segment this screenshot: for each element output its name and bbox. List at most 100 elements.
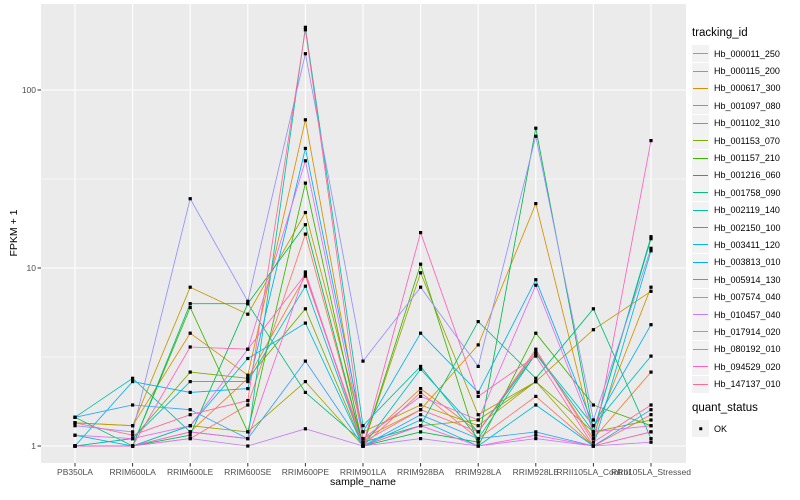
data-point [534, 403, 538, 407]
data-point [649, 424, 653, 428]
legend-item-Hb_003411_120: Hb_003411_120 [692, 236, 781, 254]
data-point [419, 387, 423, 391]
line-key-icon [692, 253, 709, 271]
data-point [188, 302, 192, 306]
line-key-icon [692, 149, 709, 167]
data-point [188, 285, 192, 289]
data-point [649, 323, 653, 327]
x-tick-label-RRIM600LA: RRIM600LA [109, 467, 156, 477]
data-point [534, 376, 538, 380]
data-point [188, 413, 192, 417]
legend-item-Hb_003813_010: Hb_003813_010 [692, 253, 781, 271]
data-point [649, 237, 653, 241]
data-point [361, 437, 365, 441]
data-point [476, 424, 480, 428]
data-point [649, 440, 653, 444]
data-point [476, 418, 480, 422]
data-point [303, 321, 307, 325]
legend-label: Hb_001102_310 [714, 118, 780, 129]
legend-tracking-id-title: tracking_id [692, 27, 748, 39]
legend-items: Hb_000011_250 Hb_000115_200 Hb_000617_300 H… [692, 45, 781, 393]
data-point [188, 424, 192, 428]
data-point [649, 408, 653, 412]
data-point [534, 433, 538, 437]
data-point [246, 399, 250, 403]
data-point [591, 307, 595, 311]
legend-label: Hb_001758_090 [714, 187, 781, 198]
legend-item-Hb_094529_020: Hb_094529_020 [692, 358, 781, 376]
legend-label: Hb_000011_250 [714, 48, 780, 59]
data-point [131, 444, 135, 448]
line-key-icon [692, 271, 709, 289]
data-point [303, 307, 307, 311]
data-point [246, 347, 250, 351]
data-point [534, 126, 538, 130]
y-tick-label-100: 100 [21, 84, 36, 95]
legend-label: Hb_007574_040 [714, 292, 781, 303]
data-point [419, 437, 423, 441]
line-key-icon [692, 201, 709, 219]
data-point [534, 347, 538, 351]
legend-label: Hb_001097_080 [714, 100, 781, 111]
data-point [649, 246, 653, 250]
data-point [303, 52, 307, 56]
data-point [476, 413, 480, 417]
data-point [419, 271, 423, 275]
legend-item-Hb_010457_040: Hb_010457_040 [692, 306, 781, 324]
data-point [476, 437, 480, 441]
line-key-icon [692, 323, 709, 341]
data-point [303, 274, 307, 278]
data-point [246, 299, 250, 303]
data-point [534, 394, 538, 398]
legend-label: Hb_005914_130 [714, 274, 781, 285]
data-point [188, 408, 192, 412]
line-key-icon [692, 97, 709, 115]
data-point [188, 331, 192, 335]
line-key-icon [692, 340, 709, 358]
x-tick-label-RRIM928BA: RRIM928BA [396, 467, 445, 477]
data-point [131, 403, 135, 407]
data-point [534, 134, 538, 138]
legend-item-Hb_001097_080: Hb_001097_080 [692, 97, 781, 115]
legend-item-Hb_000617_300: Hb_000617_300 [692, 79, 781, 97]
data-point [188, 197, 192, 201]
data-point [188, 433, 192, 437]
point-key-icon [692, 420, 709, 438]
data-point [534, 202, 538, 206]
data-point [246, 403, 250, 407]
data-point [246, 380, 250, 384]
data-point [649, 430, 653, 434]
data-point [649, 249, 653, 253]
data-point [246, 356, 250, 361]
data-point [73, 415, 77, 419]
data-point [303, 28, 307, 32]
data-point [419, 390, 423, 394]
data-point [303, 270, 307, 274]
data-point [246, 373, 250, 377]
x-tick-label-RRIM928LA: RRIM928LA [455, 467, 502, 477]
x-tick-label-RRII105LA_Stressed: RRII105LA_Stressed [611, 467, 691, 477]
line-key-icon [692, 375, 709, 393]
data-point [246, 437, 250, 441]
y-tick-label-10: 10 [26, 262, 36, 273]
data-point [591, 437, 595, 441]
data-point [476, 343, 480, 347]
data-point [476, 440, 480, 444]
data-point [419, 424, 423, 428]
legend-label: Hb_017914_020 [714, 326, 781, 337]
legend-label: Hb_003813_010 [714, 257, 781, 268]
x-tick-label-RRIM928LE: RRIM928LE [512, 467, 559, 477]
data-point [361, 430, 365, 434]
data-point [534, 278, 538, 282]
data-point [303, 118, 307, 122]
data-point [534, 380, 538, 384]
data-point [419, 364, 423, 368]
legend-quant-status-title: quant_status [692, 402, 758, 414]
legend-label: Hb_001153_070 [714, 135, 780, 146]
legend-item-Hb_147137_010: Hb_147137_010 [692, 375, 781, 393]
data-point [419, 408, 423, 412]
x-tick-label-RRIM600LE: RRIM600LE [167, 467, 214, 477]
data-point [649, 354, 653, 358]
